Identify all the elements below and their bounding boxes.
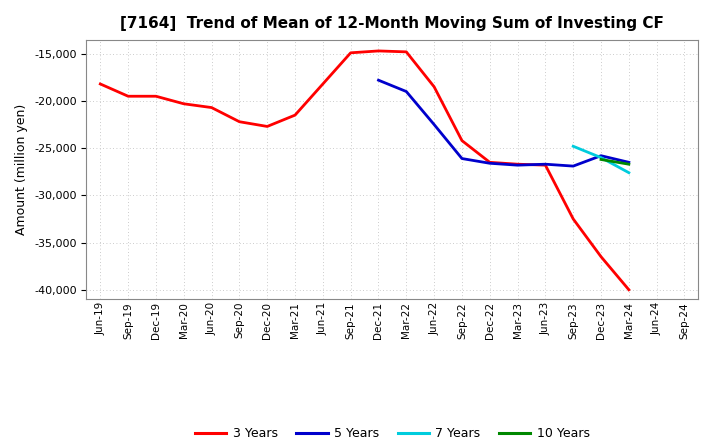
Legend: 3 Years, 5 Years, 7 Years, 10 Years: 3 Years, 5 Years, 7 Years, 10 Years [190,422,595,440]
Y-axis label: Amount (million yen): Amount (million yen) [16,104,29,235]
Title: [7164]  Trend of Mean of 12-Month Moving Sum of Investing CF: [7164] Trend of Mean of 12-Month Moving … [120,16,665,32]
